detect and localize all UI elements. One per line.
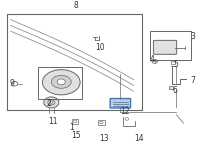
Text: 9: 9 [9, 79, 14, 88]
Bar [7, 14, 142, 110]
Text: 2: 2 [47, 99, 52, 108]
Text: 8: 8 [74, 1, 79, 10]
Bar [72, 119, 78, 124]
Text: 10: 10 [95, 43, 105, 52]
Circle shape [50, 102, 53, 103]
Text: 5: 5 [173, 60, 178, 69]
Text: 12: 12 [120, 107, 130, 116]
Text: 6: 6 [172, 86, 177, 95]
Circle shape [44, 97, 59, 108]
Ellipse shape [51, 75, 71, 88]
Text: 4: 4 [149, 55, 154, 64]
Bar [150, 31, 191, 60]
FancyBboxPatch shape [110, 98, 131, 108]
Text: 3: 3 [190, 32, 195, 41]
Circle shape [57, 79, 65, 85]
Bar [171, 61, 175, 64]
Text: 15: 15 [71, 131, 81, 140]
Circle shape [48, 100, 55, 105]
Ellipse shape [42, 70, 80, 95]
Text: 1: 1 [69, 123, 74, 132]
Bar [38, 67, 82, 99]
Bar [169, 86, 173, 89]
Text: 11: 11 [49, 117, 58, 126]
FancyBboxPatch shape [153, 40, 177, 54]
Text: 7: 7 [190, 76, 195, 85]
Text: 13: 13 [99, 134, 109, 143]
Bar [98, 120, 105, 125]
Text: 14: 14 [134, 134, 144, 143]
